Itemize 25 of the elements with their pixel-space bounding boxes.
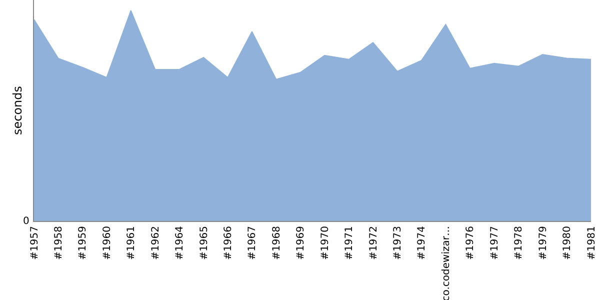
x-tick-label: #1981: [586, 226, 598, 260]
x-tick-label: #1964: [174, 226, 186, 260]
x-tick-label: #1969: [296, 226, 307, 260]
x-tick-label: #1957: [29, 226, 40, 260]
x-tick-label: #1974: [416, 226, 428, 260]
y-axis-title: seconds: [10, 86, 24, 136]
text: 0: [23, 216, 30, 227]
x-tick-label: #1961: [126, 226, 138, 260]
x-tick-label: #1962: [150, 226, 162, 260]
x-tick-label: #1965: [198, 226, 210, 260]
x-tick-label: #1960: [102, 226, 113, 260]
x-tick-label: #1966: [222, 226, 234, 260]
x-tick-label: #1970: [320, 226, 331, 260]
x-tick-label: #1979: [538, 226, 549, 260]
x-tick-label: #1977: [489, 226, 500, 260]
x-tick-label: #1967: [247, 226, 258, 260]
x-tick-label: #1978: [514, 226, 525, 260]
x-tick-label: #1968: [271, 226, 282, 260]
x-tick-label: #1972: [368, 226, 380, 260]
x-tick-label: #1973: [392, 226, 404, 260]
x-tick-label: #1959: [78, 226, 89, 260]
x-tick-label: #1976: [465, 226, 476, 260]
x-tick-label: #1980: [562, 226, 574, 260]
x-tick-label: #1958: [53, 226, 64, 260]
x-tick-label: #1971: [344, 226, 356, 260]
